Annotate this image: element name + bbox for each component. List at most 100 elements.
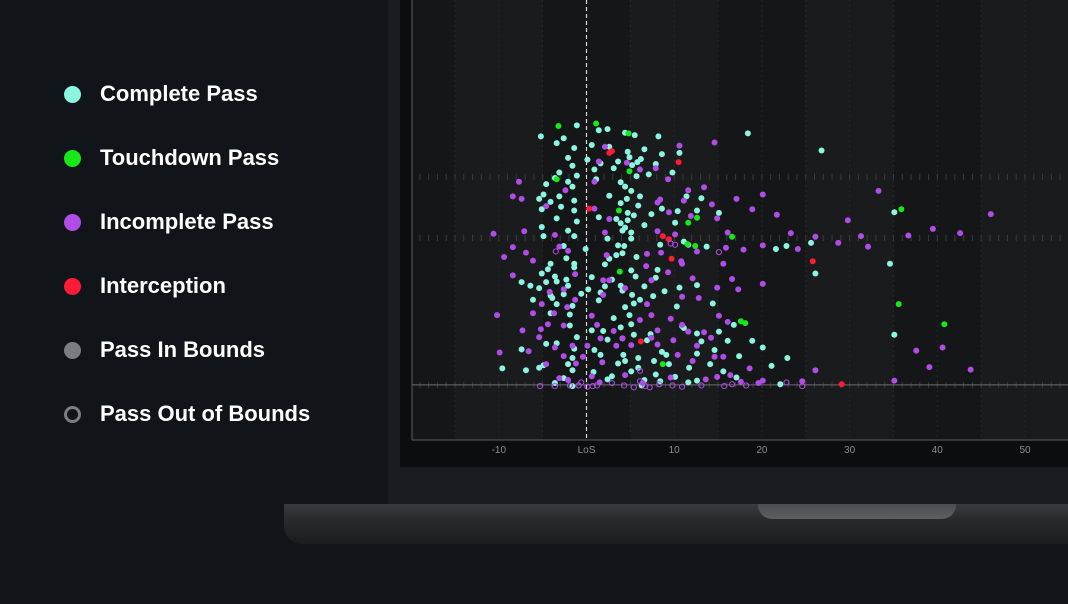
data-point: [584, 156, 591, 163]
data-point: [694, 214, 701, 221]
data-point: [967, 366, 974, 373]
data-point: [773, 211, 780, 218]
data-point: [665, 269, 672, 276]
x-tick-label: LoS: [578, 445, 596, 456]
data-point: [566, 382, 573, 389]
data-point: [556, 375, 563, 382]
data-point: [619, 227, 626, 234]
data-point: [626, 154, 633, 161]
data-point: [625, 130, 632, 137]
pass-out-of-bounds-ring-icon: [64, 405, 81, 423]
data-point: [642, 383, 649, 390]
data-point: [667, 315, 674, 322]
data-point: [635, 354, 642, 361]
data-point: [595, 127, 602, 134]
data-point: [895, 301, 902, 308]
data-point: [571, 233, 578, 240]
data-point: [519, 327, 526, 334]
data-point: [703, 243, 710, 250]
data-point: [569, 367, 576, 374]
data-point: [835, 239, 842, 246]
data-point: [708, 201, 715, 208]
data-point: [672, 373, 679, 380]
data-point: [641, 283, 648, 290]
data-point: [812, 367, 819, 374]
data-point: [737, 378, 744, 385]
data-point: [658, 249, 665, 256]
data-point: [603, 252, 610, 259]
x-tick-label: 50: [1019, 445, 1031, 456]
data-point: [565, 227, 572, 234]
data-point: [610, 165, 617, 172]
data-point: [522, 249, 529, 256]
data-point: [633, 173, 640, 180]
data-point: [636, 378, 644, 385]
data-point: [674, 208, 681, 215]
data-point: [630, 384, 637, 391]
data-point: [555, 123, 562, 130]
pass-in-bounds-dot-icon: [64, 341, 81, 359]
data-point: [783, 379, 790, 386]
data-point: [560, 291, 567, 298]
data-point: [742, 320, 749, 327]
x-tick-label: 30: [844, 445, 856, 456]
data-point: [957, 230, 964, 237]
pass-points: [490, 120, 994, 391]
data-point: [490, 230, 497, 237]
data-point: [573, 172, 580, 179]
data-point: [711, 346, 718, 353]
data-point: [615, 207, 622, 214]
data-point: [669, 382, 676, 389]
data-point: [722, 244, 729, 251]
data-point: [595, 297, 602, 304]
data-point: [635, 202, 642, 209]
data-point: [610, 315, 617, 322]
data-point: [818, 147, 825, 154]
legend-label: Incomplete Pass: [100, 209, 274, 234]
data-point: [654, 266, 661, 273]
legend-item-pass-in-bounds: Pass In Bounds: [64, 332, 364, 368]
data-point: [658, 205, 665, 212]
data-point: [624, 217, 631, 224]
data-point: [562, 187, 569, 194]
data-point: [675, 159, 682, 166]
data-point: [685, 187, 692, 194]
data-point: [601, 143, 608, 150]
data-point: [536, 285, 543, 292]
data-point: [538, 206, 545, 213]
data-point: [695, 294, 702, 301]
data-point: [591, 178, 598, 185]
data-point: [652, 274, 659, 281]
data-point: [673, 303, 680, 310]
data-point: [689, 358, 696, 365]
data-point: [616, 268, 623, 275]
data-point: [608, 148, 615, 155]
series-incomplete-pass: [490, 139, 994, 387]
data-point: [509, 244, 516, 251]
x-axis: -10 LoS 10 20 30 40 50: [492, 445, 1031, 456]
data-point: [604, 336, 611, 343]
data-point: [743, 382, 750, 389]
data-point: [591, 166, 598, 173]
data-point: [628, 235, 635, 242]
data-point: [525, 348, 532, 355]
data-point: [530, 310, 537, 317]
data-point: [865, 243, 872, 250]
data-point: [777, 381, 784, 388]
data-point: [538, 301, 545, 308]
data-point: [740, 246, 747, 253]
data-point: [715, 328, 722, 335]
data-point: [678, 383, 686, 390]
data-point: [812, 233, 819, 240]
data-point: [543, 361, 550, 368]
data-point: [626, 312, 633, 319]
data-point: [654, 228, 661, 235]
data-point: [518, 279, 525, 286]
data-point: [584, 342, 591, 349]
data-point: [654, 327, 661, 334]
data-point: [588, 327, 595, 334]
data-point: [680, 197, 687, 204]
data-point: [566, 322, 573, 329]
data-point: [692, 242, 699, 249]
